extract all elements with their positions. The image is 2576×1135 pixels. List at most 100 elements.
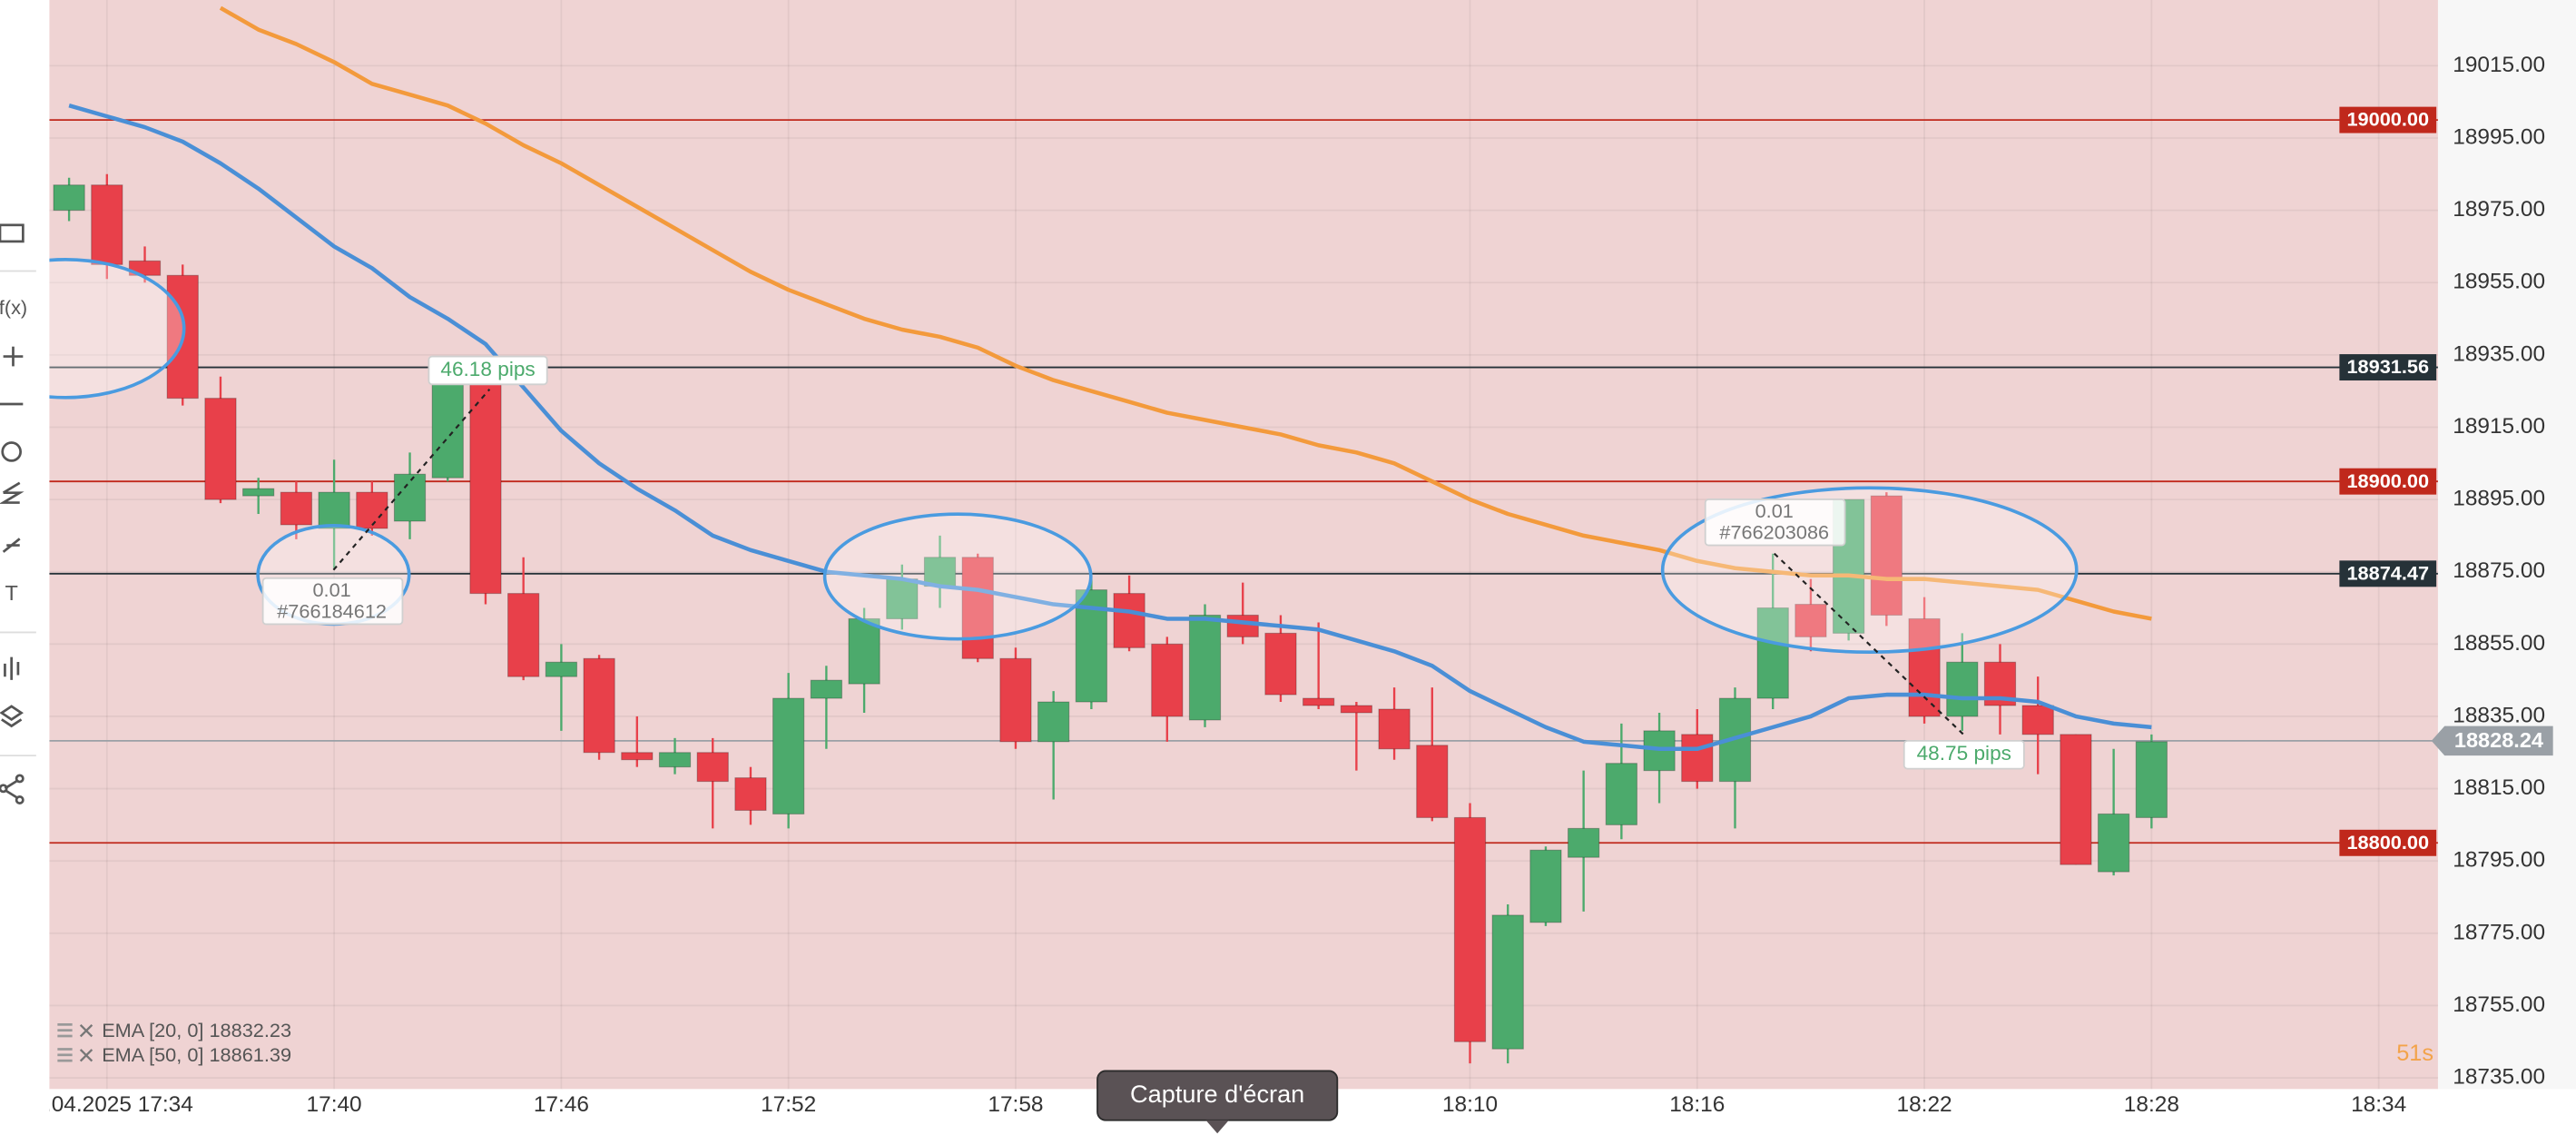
candle-body [696,752,729,783]
level-tag [2339,829,2437,856]
pips-box [1903,739,2025,770]
annotations: 46.18 pips 0.01 #766184612 48.75 pips 0.… [49,258,2079,770]
y-tick-label: 18995.00 [2453,124,2545,149]
candle-body [431,383,464,479]
level-label: 18900.00 [2346,469,2429,492]
candle-body [810,679,843,699]
candle-body [393,473,427,522]
legend-value: 18832.23 [209,1019,291,1041]
candle-body [2021,705,2054,735]
ema-line [68,103,2152,752]
candle-body [734,777,767,811]
candle-body [2060,734,2092,865]
legend-value: 18861.39 [209,1043,291,1066]
candle-body [772,697,805,814]
x-tick-label: 18:16 [1669,1092,1725,1117]
timer: 51s [2396,1041,2433,1066]
candle-body [545,661,578,677]
y-tick-label: 18915.00 [2453,414,2545,439]
candle-body [621,752,654,761]
candle-body [1113,593,1145,648]
candle-body [1340,705,1373,714]
candle-body [2097,813,2130,873]
candle-body [507,593,540,677]
plot-area [49,0,2438,1090]
candle-body [53,184,85,212]
candle-body [242,488,275,497]
level-label: 18800.00 [2346,831,2429,854]
candle-body [280,491,313,526]
trade-box [261,577,404,626]
candles [53,173,2168,1064]
current-price-label: 18828.24 [2454,728,2543,752]
current-price-tag [2431,725,2553,756]
ema-lines [68,5,2152,752]
y-tick-label: 18775.00 [2453,920,2545,944]
candle-body [886,578,919,620]
trade-line [332,389,491,571]
candle-body [1870,495,1903,617]
x-tick-label: 18:22 [1897,1092,1952,1117]
legend-name: EMA [50, 0] [102,1043,203,1066]
candle-body [1378,708,1411,750]
y-tick-label: 18935.00 [2453,341,2545,366]
candle-body [204,398,237,500]
x-tick-label: 17:46 [534,1092,589,1117]
ema-line [219,5,2152,621]
candle-body [1681,734,1714,783]
tool-function[interactable]: f(x) [0,296,27,319]
tool-icon[interactable] [0,223,25,243]
candle-body [2135,741,2168,818]
candle-body [848,617,880,685]
candle-body [1794,603,1827,637]
candle-body [1226,614,1259,637]
candle-body [923,557,957,587]
tool-icon[interactable] [0,346,25,804]
tooltip: Capture d'écran [1096,1070,1339,1134]
candle-body [1303,697,1335,706]
toolbar-bg [0,0,50,1135]
level-tag [2339,468,2437,495]
candle-body [469,380,502,595]
x-tick-label: 17:52 [761,1092,816,1117]
candle-body [1264,632,1297,696]
pips-label: 48.75 pips [1917,742,2011,765]
y-tick-label: 19015.00 [2453,53,2545,77]
candle-body [961,557,994,659]
legend: EMA [20, 0] 18832.23 EMA [50, 0] 18861.3… [57,1019,291,1066]
ellipse [49,258,186,400]
level-tag [2339,106,2437,133]
level-label: 18931.56 [2346,355,2429,378]
level-label: 18874.47 [2346,561,2429,584]
candle-body [1756,607,1789,699]
y-tick-label: 18975.00 [2453,197,2545,222]
candle-body [1188,614,1222,721]
trade-id: #766203086 [1719,521,1829,544]
y-tick-label: 18835.00 [2453,703,2545,727]
y-tick-label: 18795.00 [2453,848,2545,873]
legend-entry: EMA [50, 0] 18861.39 [102,1043,291,1066]
candle-body [1416,745,1449,818]
axes: 19015.00 18995.00 18975.00 18955.00 18935.00… [21,53,2553,1117]
tool-text[interactable]: T [5,581,17,605]
tooltip-pointer [1205,1120,1229,1134]
candle-body [356,491,388,529]
trade-id: #766184612 [277,599,387,622]
candle-body [1908,617,1941,717]
candle-body [1151,643,1184,717]
y-axis-area [2437,0,2576,1090]
candle-body [999,657,1032,743]
y-tick-label: 18815.00 [2453,775,2545,800]
toolbar: f(x) T [0,0,50,1135]
legend-entry: EMA [20, 0] 18832.23 [102,1019,291,1041]
legend-name: EMA [20, 0] [102,1019,203,1041]
candle-body [1568,827,1600,858]
candle-body [1037,701,1070,743]
legend-close-icon[interactable] [79,1023,93,1062]
candle-body [91,184,123,265]
trade-box [1704,498,1846,547]
tooltip-text: Capture d'écran [1130,1080,1304,1108]
y-tick-label: 18855.00 [2453,631,2545,656]
ellipse [822,512,1093,641]
